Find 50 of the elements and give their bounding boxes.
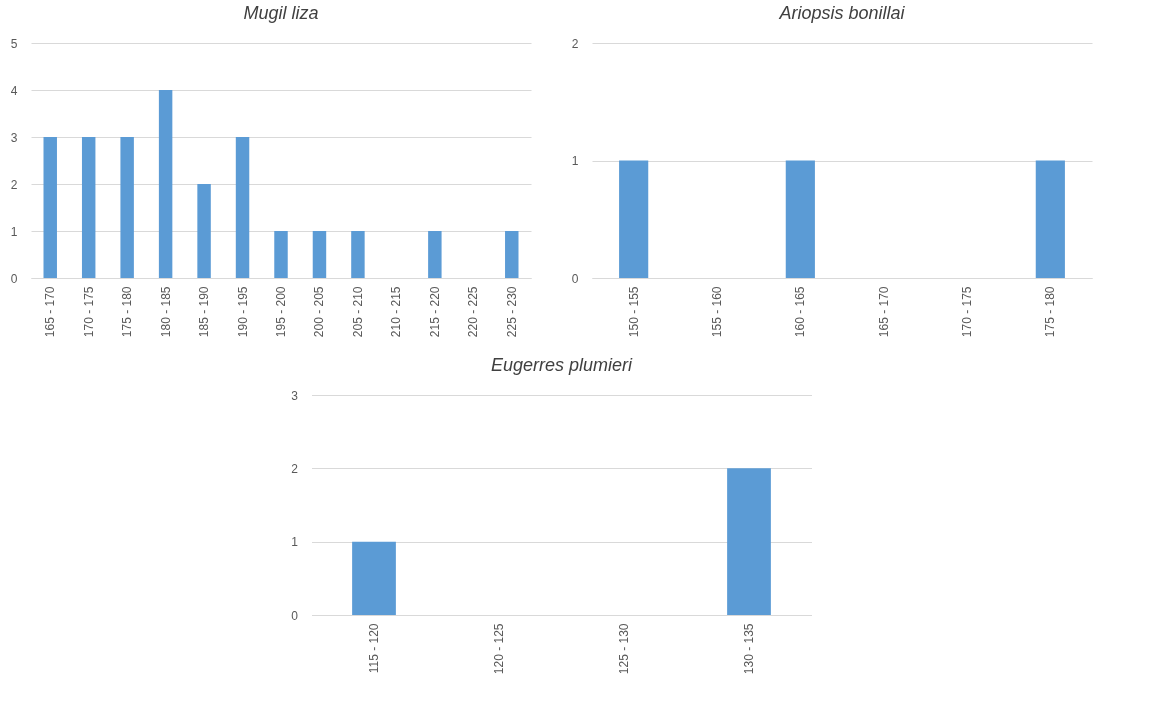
y-tick-label: 5	[10, 36, 18, 51]
x-tick-label: 175 - 180	[1043, 286, 1058, 338]
bar	[158, 90, 173, 278]
bar	[120, 137, 134, 278]
x-tick-label: 180 - 185	[158, 286, 173, 338]
x-tick-label: 220 - 225	[466, 286, 481, 338]
y-tick-label: 0	[571, 271, 579, 286]
x-tick-label: 120 - 125	[492, 623, 506, 675]
y-tick-label: 4	[10, 83, 18, 98]
x-tick-label: 160 - 165	[793, 286, 808, 338]
x-tick-label: 170 - 175	[960, 286, 974, 338]
y-tick-label: 1	[571, 154, 579, 168]
bar	[197, 184, 211, 278]
bar	[81, 137, 96, 278]
bar	[505, 231, 519, 278]
chart-title: Mugil liza	[243, 3, 319, 23]
x-tick-label: 225 - 230	[504, 286, 519, 338]
x-tick-label: 210 - 215	[389, 286, 404, 338]
y-tick-label: 0	[10, 271, 18, 286]
x-tick-label: 165 - 170	[43, 286, 58, 338]
bar	[274, 231, 288, 278]
x-tick-label: 170 - 175	[81, 286, 96, 338]
bar	[235, 137, 250, 278]
y-tick-label: 1	[291, 535, 299, 550]
y-tick-label: 1	[10, 224, 18, 239]
bar	[428, 231, 442, 278]
x-tick-label: 155 - 160	[710, 286, 724, 338]
x-tick-label: 130 - 135	[742, 623, 756, 675]
chart-title: Ariopsis bonillai	[778, 3, 906, 23]
y-tick-label: 2	[571, 36, 579, 51]
x-tick-label: 190 - 195	[235, 286, 250, 338]
x-tick-label: 215 - 220	[427, 286, 442, 338]
x-tick-label: 205 - 210	[350, 286, 365, 338]
x-tick-label: 175 - 180	[120, 286, 135, 338]
x-tick-label: 185 - 190	[197, 286, 212, 338]
y-tick-label: 2	[291, 461, 299, 476]
bar	[312, 231, 327, 278]
x-tick-label: 150 - 155	[626, 286, 641, 338]
x-tick-label: 115 - 120	[367, 623, 381, 674]
x-tick-label: 200 - 205	[312, 286, 327, 338]
y-tick-label: 2	[10, 177, 18, 192]
y-tick-label: 0	[291, 608, 299, 623]
bar	[351, 231, 365, 278]
x-tick-label: 195 - 200	[274, 286, 288, 338]
bar	[43, 137, 57, 278]
y-tick-label: 3	[291, 388, 299, 403]
x-tick-label: 125 - 130	[617, 623, 631, 675]
chart-title: Eugerres plumieri	[490, 355, 634, 375]
y-tick-label: 3	[10, 130, 18, 145]
x-tick-label: 165 - 170	[876, 286, 891, 338]
